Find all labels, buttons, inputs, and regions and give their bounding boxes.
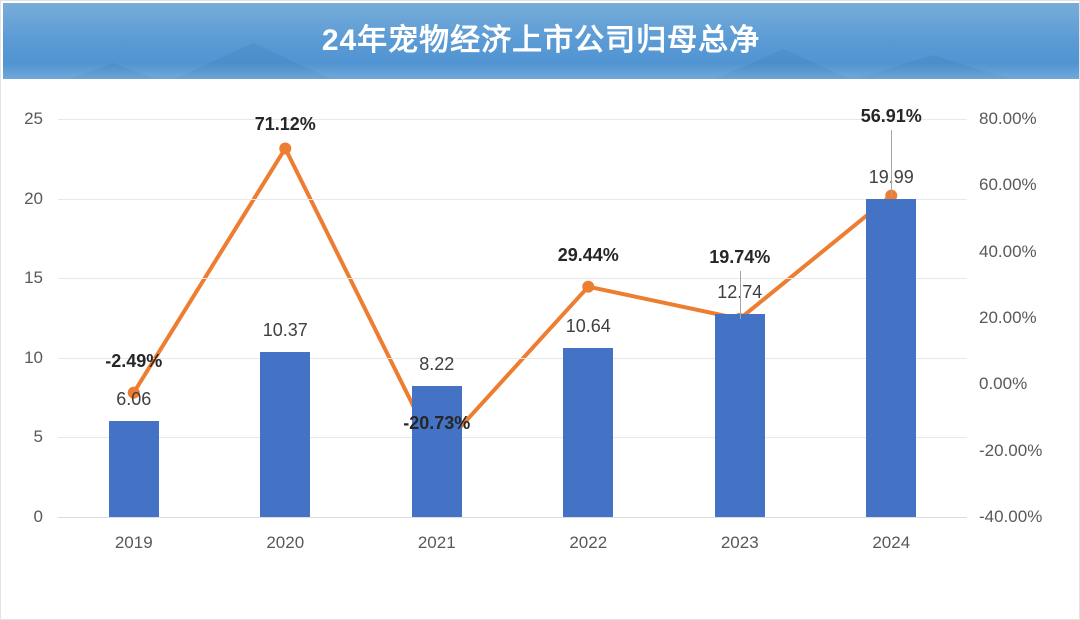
growth-rate-markers	[127, 142, 898, 460]
category-label: 2021	[417, 533, 456, 552]
banner-sheen	[3, 63, 1079, 79]
growth-rate-label: -20.73%	[403, 413, 471, 434]
growth-rate-label: 71.12%	[254, 114, 316, 135]
gridline	[58, 198, 967, 200]
left-axis-tick: 20	[24, 188, 43, 208]
bar[interactable]	[260, 351, 311, 517]
growth-rate-label: 29.44%	[557, 244, 619, 265]
left-axis-tick: 25	[24, 109, 43, 128]
banner-decor-shape-4	[823, 55, 1043, 79]
bar-value-label: 10.37	[262, 319, 308, 340]
growth-rate-point[interactable]	[279, 142, 292, 155]
bar-value-label: 8.22	[419, 354, 455, 375]
category-label: 2022	[569, 533, 608, 552]
banner-decor-shape-1	[43, 63, 183, 79]
growth-rate-point[interactable]	[582, 280, 595, 293]
right-axis-tick: -40.00%	[979, 507, 1043, 526]
bar[interactable]	[714, 314, 765, 517]
category-label: 2020	[266, 533, 305, 552]
left-axis-tick: 0	[33, 507, 43, 526]
chart-title: 24年宠物经济上市公司归母总净	[321, 24, 761, 57]
chart-body: 0 5 10 15 20 25 -40.00% -20.00% 0.00% 20.00% 40.0…	[1, 79, 1079, 619]
bar[interactable]	[563, 347, 614, 517]
right-axis-tick: 40.00%	[979, 241, 1037, 261]
category-label: 2024	[872, 533, 911, 552]
gridline	[58, 278, 967, 280]
banner-decor-shape-2	[153, 43, 353, 79]
growth-rate-polyline	[131, 146, 894, 456]
left-axis-tick: 5	[33, 427, 43, 447]
growth-rate-line-layer	[127, 142, 898, 460]
gridline	[58, 437, 967, 439]
right-axis-tick: -20.00%	[979, 440, 1043, 460]
growth-rate-label: 19.74%	[709, 246, 771, 267]
right-axis-tick: 20.00%	[979, 308, 1037, 327]
growth-rate-label: -2.49%	[105, 350, 163, 371]
bar[interactable]	[108, 420, 159, 517]
banner-decor-shape-3	[693, 49, 873, 79]
bar-value-label: 10.64	[565, 315, 611, 336]
gridline	[58, 119, 967, 120]
right-axis-tick: 80.00%	[979, 109, 1037, 128]
label-leader-line	[891, 129, 893, 196]
left-axis-tick: 10	[24, 347, 43, 367]
right-axis-tick: 0.00%	[979, 374, 1028, 394]
category-label: 2019	[114, 533, 153, 552]
bar[interactable]	[866, 198, 917, 517]
right-axis-tick: 60.00%	[979, 175, 1037, 195]
label-leader-line	[739, 270, 741, 319]
bar-value-label: 6.06	[116, 388, 152, 409]
left-axis-tick: 15	[24, 268, 43, 288]
bar[interactable]	[411, 386, 462, 517]
growth-rate-label: 56.91%	[860, 105, 922, 126]
category-label: 2023	[720, 533, 759, 552]
gridline	[58, 357, 967, 359]
header-banner: 24年宠物经济上市公司归母总净	[3, 3, 1079, 79]
gridline	[58, 517, 967, 518]
